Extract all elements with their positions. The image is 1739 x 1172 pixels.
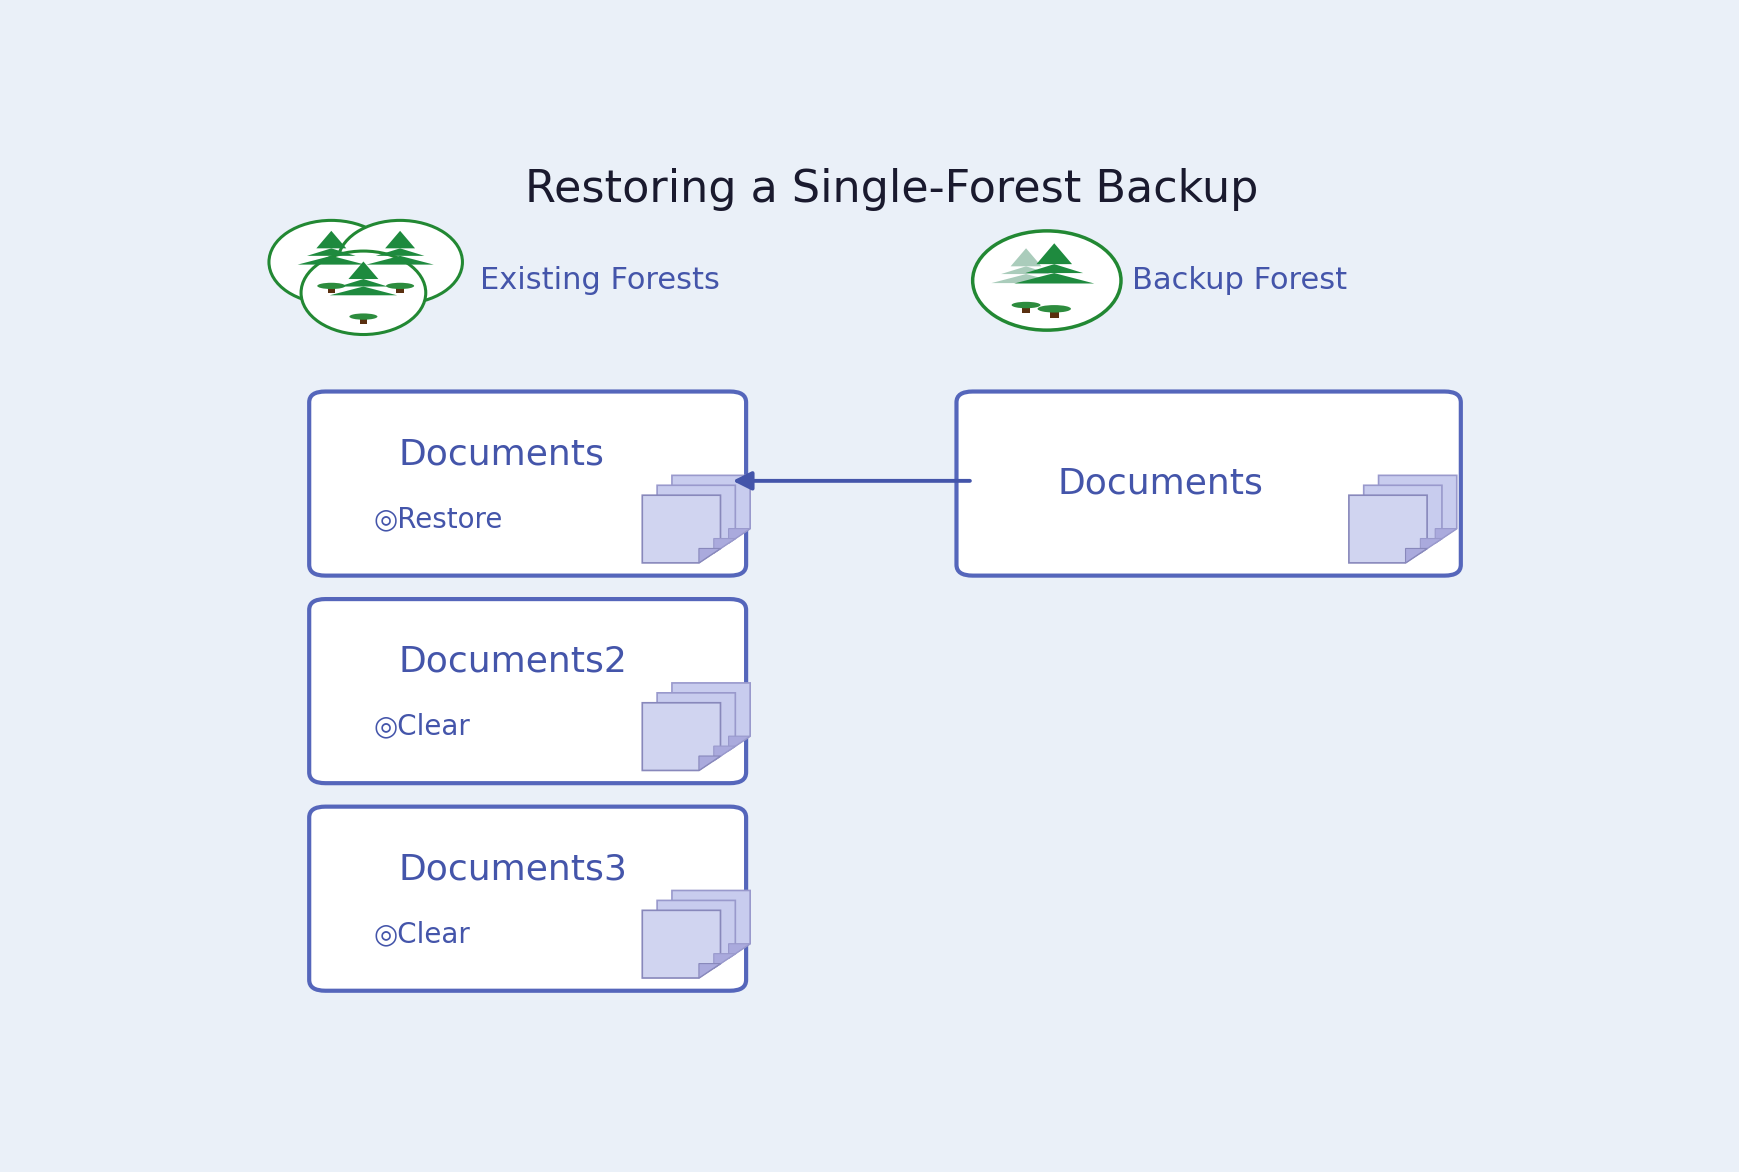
FancyBboxPatch shape bbox=[310, 391, 746, 575]
Polygon shape bbox=[384, 231, 416, 248]
Polygon shape bbox=[657, 485, 736, 553]
Polygon shape bbox=[330, 286, 396, 295]
Polygon shape bbox=[729, 943, 750, 959]
Text: Documents2: Documents2 bbox=[398, 645, 626, 679]
Polygon shape bbox=[1036, 244, 1071, 264]
Polygon shape bbox=[1363, 485, 1442, 553]
Polygon shape bbox=[1014, 273, 1094, 284]
Text: ◎Restore: ◎Restore bbox=[374, 505, 503, 533]
Polygon shape bbox=[1435, 529, 1456, 543]
Polygon shape bbox=[327, 284, 336, 293]
Text: ◎Clear: ◎Clear bbox=[374, 920, 471, 948]
FancyBboxPatch shape bbox=[310, 806, 746, 990]
Text: ◎Clear: ◎Clear bbox=[374, 713, 471, 741]
Polygon shape bbox=[1000, 266, 1050, 274]
Polygon shape bbox=[348, 261, 377, 279]
Ellipse shape bbox=[386, 282, 414, 289]
Polygon shape bbox=[306, 248, 355, 255]
Polygon shape bbox=[297, 255, 365, 265]
Polygon shape bbox=[1021, 304, 1029, 313]
Polygon shape bbox=[642, 496, 720, 563]
Polygon shape bbox=[339, 279, 388, 286]
Circle shape bbox=[337, 220, 463, 304]
Text: Restoring a Single-Forest Backup: Restoring a Single-Forest Backup bbox=[525, 168, 1257, 211]
Text: Backup Forest: Backup Forest bbox=[1130, 266, 1346, 295]
Polygon shape bbox=[1377, 476, 1456, 543]
Polygon shape bbox=[671, 891, 750, 959]
Polygon shape bbox=[713, 747, 736, 761]
Polygon shape bbox=[376, 248, 424, 255]
Circle shape bbox=[972, 231, 1120, 331]
Polygon shape bbox=[699, 756, 720, 770]
Polygon shape bbox=[316, 231, 346, 248]
Polygon shape bbox=[671, 683, 750, 750]
Polygon shape bbox=[1024, 264, 1083, 273]
Polygon shape bbox=[657, 693, 736, 761]
Polygon shape bbox=[699, 963, 720, 977]
Polygon shape bbox=[713, 538, 736, 553]
Polygon shape bbox=[367, 255, 433, 265]
Polygon shape bbox=[360, 315, 367, 325]
Polygon shape bbox=[729, 529, 750, 543]
Polygon shape bbox=[699, 548, 720, 563]
Polygon shape bbox=[396, 284, 403, 293]
Text: Documents: Documents bbox=[1057, 466, 1263, 500]
FancyBboxPatch shape bbox=[310, 599, 746, 783]
Circle shape bbox=[301, 251, 426, 334]
Polygon shape bbox=[1348, 496, 1426, 563]
Text: Documents: Documents bbox=[398, 437, 603, 471]
Polygon shape bbox=[1049, 307, 1057, 318]
Polygon shape bbox=[657, 900, 736, 968]
Polygon shape bbox=[729, 736, 750, 750]
Ellipse shape bbox=[350, 313, 377, 320]
Polygon shape bbox=[713, 954, 736, 968]
Ellipse shape bbox=[1036, 305, 1069, 313]
Polygon shape bbox=[642, 911, 720, 977]
Text: Existing Forests: Existing Forests bbox=[480, 266, 720, 295]
Ellipse shape bbox=[316, 282, 344, 289]
Polygon shape bbox=[991, 274, 1061, 284]
Ellipse shape bbox=[1010, 302, 1040, 308]
Polygon shape bbox=[1405, 548, 1426, 563]
Circle shape bbox=[270, 220, 393, 304]
Polygon shape bbox=[1010, 248, 1042, 266]
Polygon shape bbox=[671, 476, 750, 543]
FancyBboxPatch shape bbox=[956, 391, 1461, 575]
Text: Documents3: Documents3 bbox=[398, 852, 626, 886]
Polygon shape bbox=[1419, 538, 1442, 553]
Polygon shape bbox=[642, 703, 720, 770]
